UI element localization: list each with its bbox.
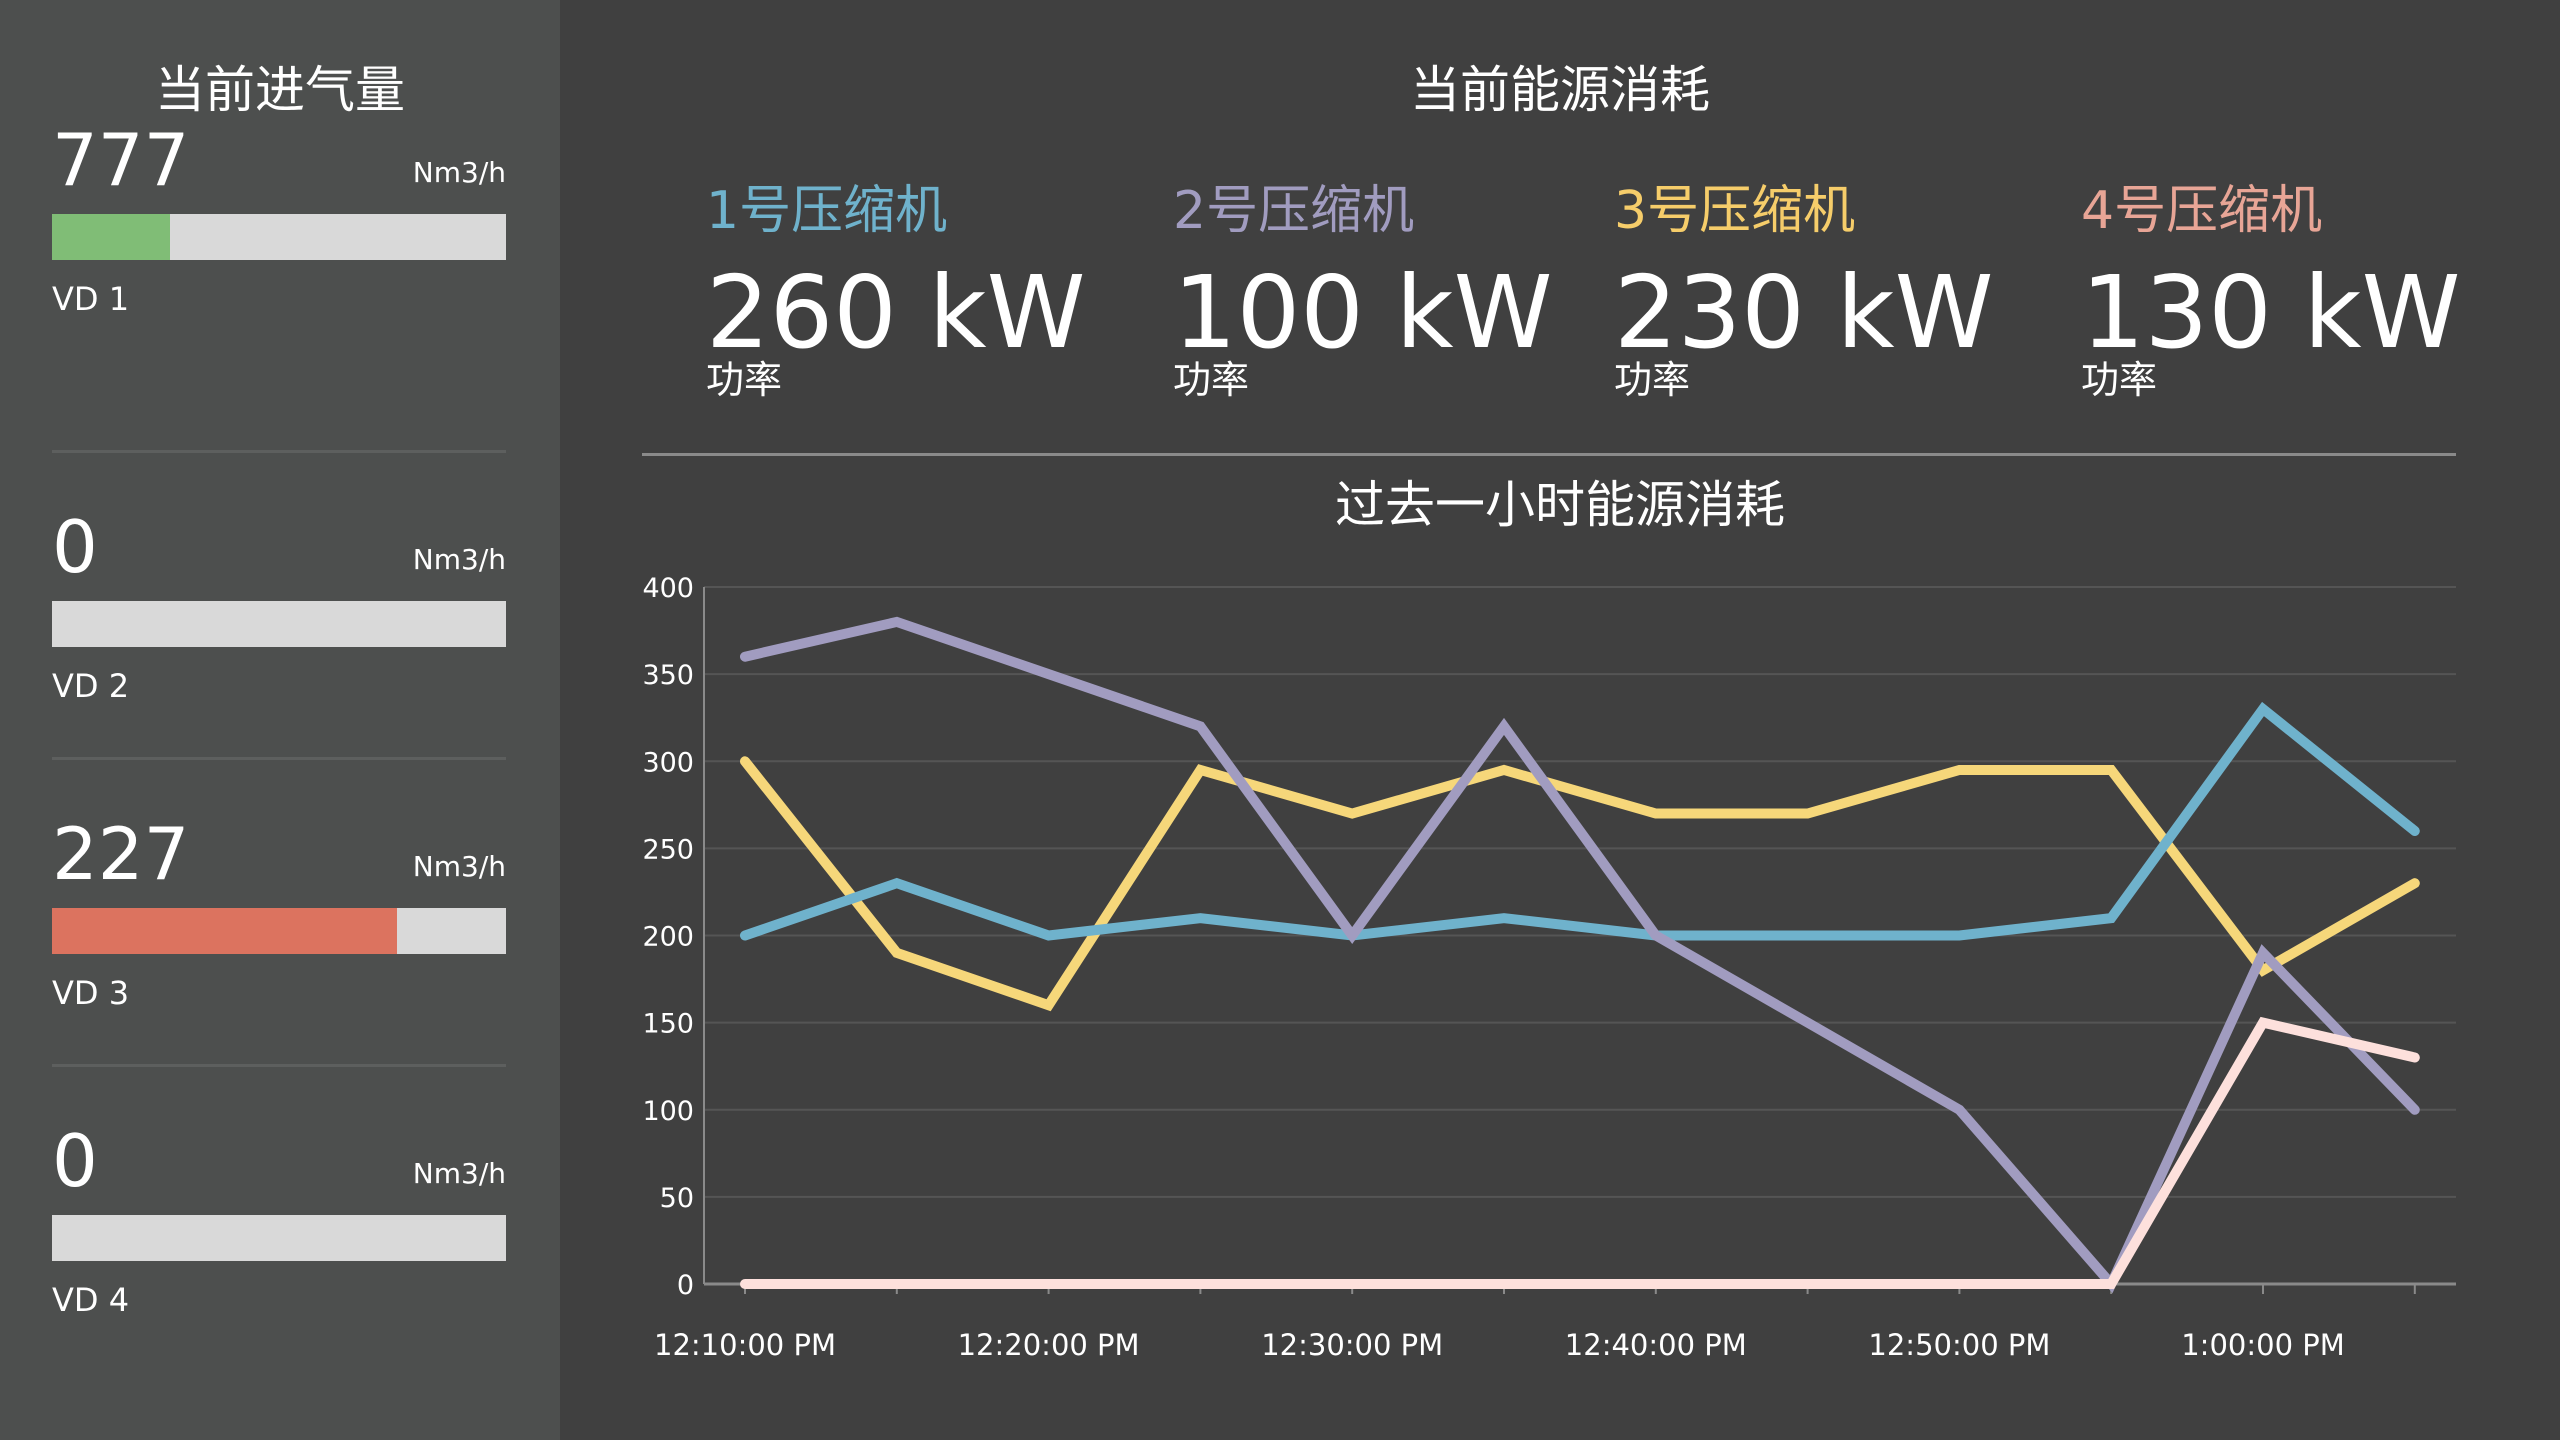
y-tick-label: 300 [642, 747, 694, 778]
vd-progress-bar [52, 1215, 506, 1261]
compressor-power: 130 kW [2081, 254, 2461, 371]
y-tick-label: 250 [642, 834, 694, 865]
divider [52, 1064, 506, 1067]
series-line-2 [740, 701, 2420, 941]
section-divider [642, 453, 2456, 456]
vd-value: 0 [52, 1119, 98, 1203]
vd-label: VD 3 [52, 974, 130, 1012]
series-line-4 [740, 1016, 2420, 1289]
x-tick-label: 12:20:00 PM [958, 1328, 1140, 1362]
compressor-name: 1号压缩机 [706, 181, 948, 241]
compressor-power: 230 kW [1614, 254, 1994, 371]
vd-label: VD 4 [52, 1281, 130, 1319]
x-tick-label: 12:50:00 PM [1868, 1328, 2050, 1362]
divider [52, 450, 506, 453]
x-tick-label: 12:30:00 PM [1261, 1328, 1443, 1362]
compressor-name: 2号压缩机 [1173, 181, 1415, 241]
intake-panel: 当前进气量 777 Nm3/h VD 1 0 Nm3/h VD 2 227 Nm… [0, 0, 560, 1440]
x-tick-label: 1:00:00 PM [2181, 1328, 2345, 1362]
vd-value: 227 [52, 812, 190, 896]
x-tick-label: 12:40:00 PM [1565, 1328, 1747, 1362]
vd-progress-fill [52, 214, 171, 260]
vd-progress-bar [52, 908, 506, 954]
compressor-power: 260 kW [706, 254, 1086, 371]
vd-progress-bar [52, 214, 506, 260]
vd-unit: Nm3/h [412, 1157, 506, 1190]
vd-unit: Nm3/h [412, 850, 506, 883]
compressor-power-label: 功率 [2081, 358, 2158, 402]
y-tick-label: 150 [642, 1009, 694, 1040]
y-tick-label: 350 [642, 660, 694, 691]
compressor-power: 100 kW [1173, 254, 1553, 371]
vd-value: 777 [52, 118, 190, 202]
vd-progress-fill [52, 908, 398, 954]
vd-unit: Nm3/h [412, 156, 506, 189]
series-line-1 [740, 756, 2420, 1012]
vd-label: VD 1 [52, 280, 130, 318]
vd-label: VD 2 [52, 667, 130, 705]
energy-panel-title: 当前能源消耗 [1410, 61, 1710, 119]
compressor-name: 4号压缩机 [2081, 181, 2323, 241]
y-tick-label: 50 [660, 1183, 694, 1214]
chart-title: 过去一小时能源消耗 [1335, 476, 1785, 534]
x-tick-label: 12:10:00 PM [654, 1328, 836, 1362]
compressor-card-4: 4号压缩机 130 kW 功率 [2081, 185, 2521, 399]
y-tick-label: 200 [642, 922, 694, 953]
compressor-power-label: 功率 [1173, 358, 1250, 402]
vd-unit: Nm3/h [412, 543, 506, 576]
compressor-name: 3号压缩机 [1614, 181, 1856, 241]
compressor-card-1: 1号压缩机 260 kW 功率 [706, 185, 1146, 399]
intake-panel-title: 当前进气量 [155, 61, 405, 119]
divider [52, 757, 506, 760]
compressor-power-label: 功率 [1614, 358, 1691, 402]
compressor-card-2: 2号压缩机 100 kW 功率 [1173, 185, 1613, 399]
y-tick-label: 0 [677, 1270, 694, 1301]
vd-value: 0 [52, 505, 98, 589]
series-line-3 [740, 616, 2420, 1294]
compressor-card-3: 3号压缩机 230 kW 功率 [1614, 185, 2054, 399]
y-tick-label: 400 [642, 573, 694, 604]
compressor-power-label: 功率 [706, 358, 783, 402]
vd-progress-bar [52, 601, 506, 647]
y-tick-label: 100 [642, 1096, 694, 1127]
